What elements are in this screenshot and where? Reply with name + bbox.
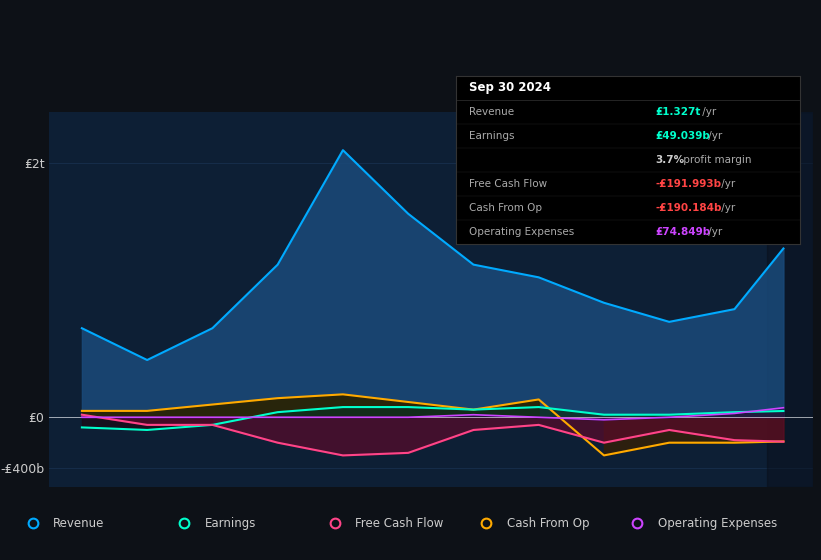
- Text: Earnings: Earnings: [204, 516, 256, 530]
- Text: Cash From Op: Cash From Op: [507, 516, 589, 530]
- Text: Cash From Op: Cash From Op: [470, 203, 543, 213]
- Text: Operating Expenses: Operating Expenses: [470, 227, 575, 237]
- Text: Free Cash Flow: Free Cash Flow: [470, 179, 548, 189]
- Text: Earnings: Earnings: [470, 130, 515, 141]
- Text: Sep 30 2024: Sep 30 2024: [470, 81, 552, 94]
- Text: /yr: /yr: [699, 106, 717, 116]
- Bar: [767, 112, 813, 487]
- Text: Operating Expenses: Operating Expenses: [658, 516, 777, 530]
- Text: /yr: /yr: [718, 179, 735, 189]
- Text: 3.7%: 3.7%: [656, 155, 685, 165]
- Text: ₤49.039b: ₤49.039b: [656, 130, 710, 141]
- Text: Revenue: Revenue: [470, 106, 515, 116]
- Text: ₤74.849b: ₤74.849b: [656, 227, 711, 237]
- Text: /yr: /yr: [705, 227, 722, 237]
- Text: Free Cash Flow: Free Cash Flow: [355, 516, 444, 530]
- Text: profit margin: profit margin: [681, 155, 752, 165]
- Text: -₤190.184b: -₤190.184b: [656, 203, 722, 213]
- Text: ₤1.327t: ₤1.327t: [656, 106, 701, 116]
- Text: /yr: /yr: [705, 130, 722, 141]
- Text: -₤191.993b: -₤191.993b: [656, 179, 722, 189]
- Text: Revenue: Revenue: [53, 516, 105, 530]
- Text: /yr: /yr: [718, 203, 735, 213]
